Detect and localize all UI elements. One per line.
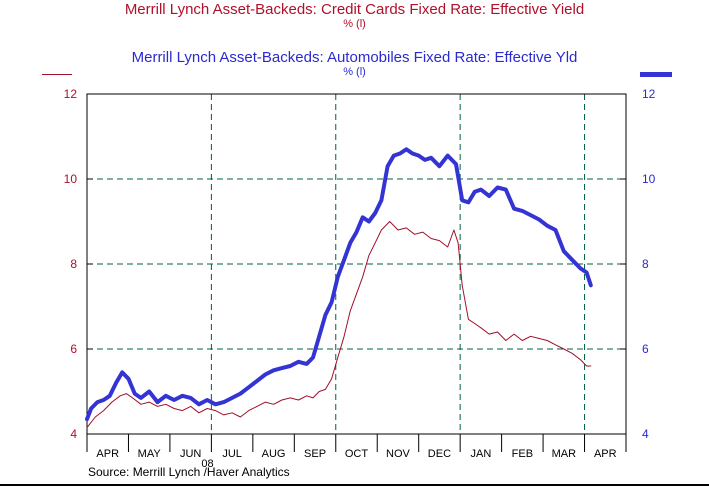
- x-tick-label: NOV: [386, 448, 411, 460]
- x-tick-label: OCT: [345, 448, 369, 460]
- y-tick-label-left: 12: [64, 87, 78, 101]
- grid-lines: [87, 94, 626, 434]
- legend-swatch-automobiles: [640, 72, 672, 77]
- y-tick-label-right: 4: [642, 427, 649, 441]
- y-tick-label-left: 8: [70, 257, 77, 271]
- y-tick-label-right: 6: [642, 342, 649, 356]
- units-label-credit-cards: % (l): [343, 18, 366, 30]
- y-tick-label-left: 4: [70, 427, 77, 441]
- x-tick-label: JAN: [470, 448, 491, 460]
- y-tick-label-left: 6: [70, 342, 77, 356]
- x-tick-label: SEP: [304, 448, 326, 460]
- axis-labels: 4 6 8 10 12 4 6 8 10 12 APR MAY JUN JUL AUG SEP OCT NOV DE…: [64, 87, 656, 470]
- series-lines: [85, 147, 593, 429]
- x-tick-label: AUG: [262, 448, 286, 460]
- x-tick-label: APR: [594, 448, 617, 460]
- y-tick-label-right: 10: [642, 172, 656, 186]
- x-tick-label: APR: [96, 448, 119, 460]
- year-label: 08: [201, 458, 213, 470]
- chart-title-automobiles: Merrill Lynch Asset-Backeds: Automobiles…: [131, 49, 578, 66]
- legend-swatch-credit-cards: [42, 74, 72, 75]
- series-line-credit-cards: [86, 221, 592, 429]
- x-tick-label: FEB: [512, 448, 533, 460]
- x-tick-label: JUL: [222, 448, 242, 460]
- x-tick-label: JUN: [180, 448, 201, 460]
- axis-ticks: [86, 93, 627, 452]
- y-tick-label-left: 10: [64, 172, 78, 186]
- chart-title-credit-cards: Merrill Lynch Asset-Backeds: Credit Card…: [124, 1, 585, 18]
- y-tick-label-right: 12: [642, 87, 656, 101]
- x-tick-label: MAR: [552, 448, 577, 460]
- y-tick-label-right: 8: [642, 257, 649, 271]
- series-line-automobiles: [85, 147, 593, 422]
- source-note: Source: Merrill Lynch /Haver Analytics: [88, 465, 290, 479]
- units-label-automobiles: % (l): [343, 66, 366, 78]
- x-tick-label: MAY: [138, 448, 162, 460]
- x-tick-label: DEC: [428, 448, 451, 460]
- bottom-rule: [0, 484, 709, 486]
